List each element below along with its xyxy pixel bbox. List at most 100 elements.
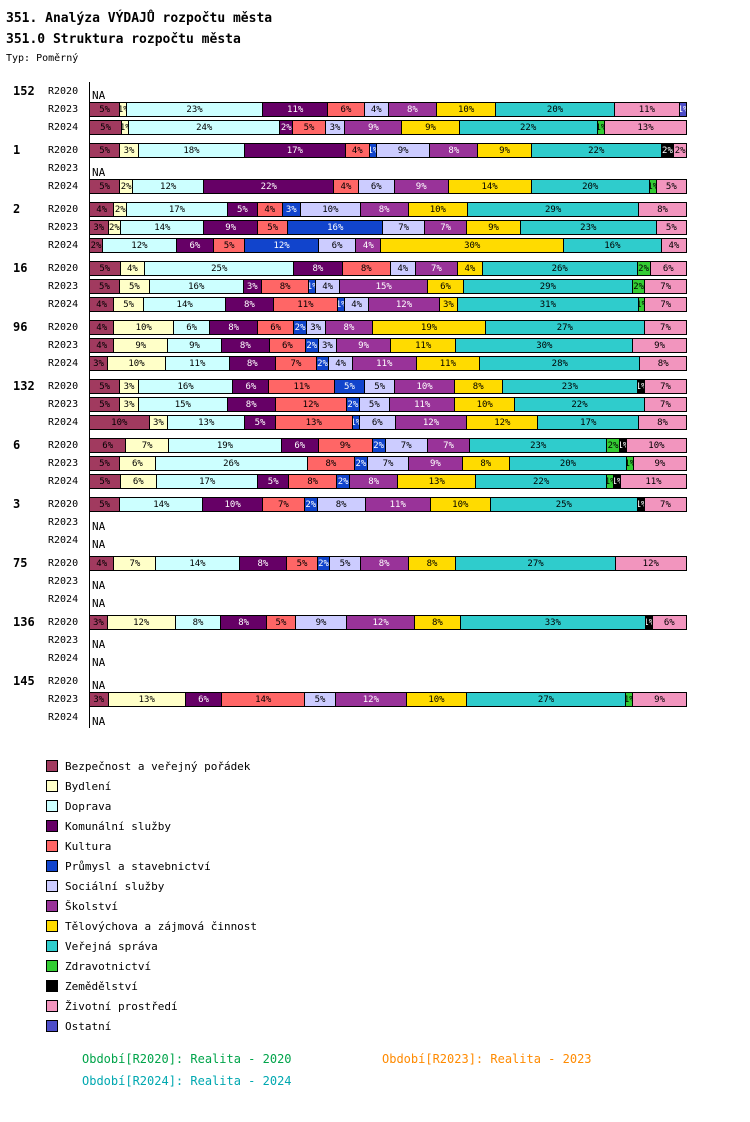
segment-verejna: 17% xyxy=(538,416,640,429)
legend-swatch-zdravotnictvi xyxy=(46,960,58,972)
legend-item-bydleni: Bydlení xyxy=(46,776,750,796)
segment-doprava: 25% xyxy=(145,262,295,275)
legend-swatch-zemedelstvi xyxy=(46,980,58,992)
segment-zdravotnictvi: 1% xyxy=(626,693,634,706)
segment-kultura: 4% xyxy=(334,180,359,193)
segment-bezpecnost: 5% xyxy=(90,103,121,116)
legend-label: Průmysl a stavebnictví xyxy=(65,859,211,873)
segment-prumysl: 1% xyxy=(352,416,360,429)
segment-zdravotnictvi: 1% xyxy=(638,298,646,311)
segment-zdravotnictvi: 1% xyxy=(597,121,605,134)
segment-verejna: 27% xyxy=(485,321,645,334)
legend-swatch-bezpecnost xyxy=(46,760,58,772)
segment-komunalni: 8% xyxy=(239,557,288,570)
segment-doprava: 14% xyxy=(120,498,204,511)
segment-skolstvi: 7% xyxy=(415,262,459,275)
segment-prumysl: 5% xyxy=(334,380,366,393)
segment-bezpecnost: 6% xyxy=(90,439,127,452)
segment-bydleni: 10% xyxy=(108,357,166,370)
segment-zivotni: 6% xyxy=(652,616,686,629)
segment-doprava: 18% xyxy=(138,144,246,157)
chart-group-1: 1R20205%3%18%17%4%1%9%8%9%22%2%2%R2023NA… xyxy=(6,143,687,197)
segment-doprava: 6% xyxy=(174,321,211,334)
stacked-bar: 5%3%16%6%11%5%5%10%8%23%1%7% xyxy=(89,379,687,394)
row-period-label: R2020 xyxy=(48,499,79,510)
na-label: NA xyxy=(92,89,106,102)
segment-skolstvi: 11% xyxy=(365,498,431,511)
row-period-label: R2020 xyxy=(48,676,79,687)
legend-label: Kultura xyxy=(65,839,112,853)
segment-kultura: 7% xyxy=(262,498,305,511)
segment-bydleni: 1% xyxy=(120,103,128,116)
group-label: 75 xyxy=(13,556,28,570)
stacked-bar: 3%13%6%14%5%12%10%27%1%9% xyxy=(89,692,687,707)
segment-komunalni: 11% xyxy=(262,103,329,116)
segment-skolstvi: 7% xyxy=(425,221,468,234)
chart-rows: 152R2020NAR20235%1%23%11%6%4%8%10%20%11%… xyxy=(6,82,687,728)
bar-area: 5%5%16%3%8%1%4%15%6%29%2%7% xyxy=(89,279,687,294)
segment-bezpecnost: 5% xyxy=(90,475,121,488)
legend-item-verejna: Veřejná správa xyxy=(46,936,750,956)
segment-doprava: 13% xyxy=(168,416,246,429)
row-period-label: R2020 xyxy=(48,558,79,569)
bar-area: 3% 10% 11% 8% 7% 2% 4% 11% 11% 28% 8% xyxy=(89,356,687,371)
group-label: 1 xyxy=(13,143,21,157)
legend-label: Ostatní xyxy=(65,1019,112,1033)
segment-prumysl: 2% xyxy=(316,357,330,370)
segment-komunalni: 6% xyxy=(176,239,215,252)
segment-verejna: 26% xyxy=(482,262,638,275)
segment-bezpecnost: 10% xyxy=(90,416,150,429)
bar-area: 5%6%26%8%2%7%9%8%20%1%9% xyxy=(89,456,687,471)
bar-area: 5%1%23%11%6%4%8%10%20%11%1% xyxy=(89,102,687,117)
segment-kultura: 5% xyxy=(258,221,289,234)
segment-telovychova: 13% xyxy=(398,475,477,488)
row-period-label: R2024 xyxy=(48,122,79,133)
period-legend-item-1: Období[R2023]: Realita - 2023 xyxy=(382,1052,592,1066)
segment-doprava: 17% xyxy=(127,203,228,216)
segment-doprava: 17% xyxy=(157,475,259,488)
legend-label: Zdravotnictví xyxy=(65,959,152,973)
chart-type-label: Typ: Poměrný xyxy=(6,53,79,64)
segment-bezpecnost: 4% xyxy=(90,203,115,216)
segment-bydleni: 10% xyxy=(114,321,175,334)
row-period-label: R2020 xyxy=(48,145,79,156)
legend-item-bezpecnost: Bezpečnost a veřejný pořádek xyxy=(46,756,750,776)
legend-label: Sociální služby xyxy=(65,879,165,893)
segment-komunalni: 8% xyxy=(294,262,343,275)
segment-doprava: 12% xyxy=(103,239,177,252)
chart-row: R2024 NA xyxy=(6,651,687,669)
legend-item-ostatni: Ostatní xyxy=(46,1016,750,1036)
segment-verejna: 22% xyxy=(531,144,662,157)
legend-swatch-bydleni xyxy=(46,780,58,792)
chart-row: R2023 3%13%6%14%5%12%10%27%1%9% xyxy=(6,692,687,710)
stacked-bar: 4% 7% 14% 8% 5% 2% 5% 8% 8% 27% 12% xyxy=(89,556,687,571)
segment-verejna: 23% xyxy=(470,439,608,452)
legend-label: Zemědělství xyxy=(65,979,138,993)
legend-item-telovychova: Tělovýchova a zájmová činnost xyxy=(46,916,750,936)
segment-telovychova: 19% xyxy=(373,321,486,334)
segment-verejna: 20% xyxy=(531,180,650,193)
stacked-bar: 4%5%14%8%11%1%4%12%3%31%1%7% xyxy=(89,297,687,312)
segment-prumysl: 2% xyxy=(305,339,319,352)
segment-prumysl: 2% xyxy=(372,439,386,452)
segment-zivotni: 10% xyxy=(626,439,686,452)
segment-komunalni: 17% xyxy=(245,144,346,157)
segment-komunalni: 6% xyxy=(233,380,270,393)
stacked-bar: 5% 4% 25% 8% 8% 4% 7% 4% 26% 2% 6% xyxy=(89,261,687,276)
segment-zivotni: 9% xyxy=(633,693,686,706)
segment-komunalni: 22% xyxy=(204,180,335,193)
stacked-bar: 3% 10% 11% 8% 7% 2% 4% 11% 11% 28% 8% xyxy=(89,356,687,371)
row-period-label: R2024 xyxy=(48,535,79,546)
segment-verejna: 22% xyxy=(515,398,645,411)
segment-verejna: 20% xyxy=(509,457,627,470)
segment-verejna: 23% xyxy=(502,380,639,393)
segment-verejna: 31% xyxy=(458,298,639,311)
segment-socialni: 7% xyxy=(367,457,410,470)
chart-group-136: 136R20203%12%8%8%5%9%12%8%33%1%6%R2023NA… xyxy=(6,615,687,669)
segment-komunalni: 6% xyxy=(185,693,223,706)
segment-telovychova: 9% xyxy=(467,221,521,234)
segment-kultura: 4% xyxy=(345,144,370,157)
segment-socialni: 5% xyxy=(330,557,361,570)
segment-verejna: 27% xyxy=(456,557,616,570)
